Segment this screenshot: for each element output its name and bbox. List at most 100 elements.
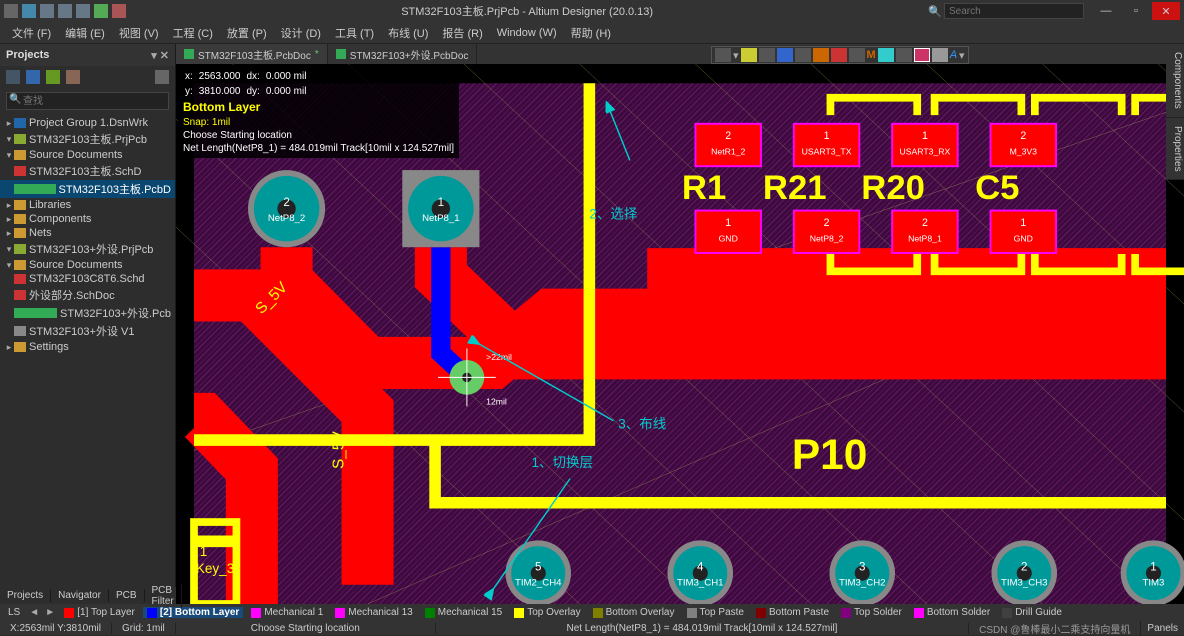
layer-tab[interactable]: Mechanical 13 <box>331 607 416 618</box>
layer-tab[interactable]: Bottom Overlay <box>589 607 679 618</box>
menu-item[interactable]: 设计 (D) <box>275 23 327 43</box>
active-bar[interactable]: ▾ M A ▾ <box>711 46 969 64</box>
project-tree[interactable]: ▸Project Group 1.DsnWrk▾STM32F103主板.PrjP… <box>0 114 175 604</box>
tree-node[interactable]: ▾Source Documents <box>0 258 175 272</box>
menu-item[interactable]: 视图 (V) <box>113 23 165 43</box>
menu-item[interactable]: Window (W) <box>491 25 563 41</box>
stop-icon[interactable] <box>112 4 126 18</box>
menu-item[interactable]: 编辑 (E) <box>59 23 111 43</box>
menu-item[interactable]: 工程 (C) <box>167 23 219 43</box>
tree-node[interactable]: ▾Source Documents <box>0 148 175 162</box>
gear-icon[interactable] <box>155 70 169 84</box>
filter-icon[interactable] <box>715 48 731 62</box>
ls-button[interactable]: LS <box>4 607 24 618</box>
play-icon[interactable] <box>94 4 108 18</box>
poly-icon[interactable] <box>932 48 948 62</box>
document-tab[interactable]: STM32F103主板.PcbDoc* <box>176 44 328 64</box>
bottom-tab[interactable]: Projects <box>0 589 51 602</box>
tree-node[interactable]: ▸Project Group 1.DsnWrk <box>0 116 175 130</box>
heads-up-display: x:2563.000dx:0.000 mil y:3810.000dy:0.00… <box>178 65 459 158</box>
move-icon[interactable] <box>777 48 793 62</box>
layer-tab[interactable]: Top Solder <box>837 607 906 618</box>
rect-icon[interactable] <box>914 48 930 62</box>
layer-prev[interactable]: ◄ <box>28 607 40 618</box>
panels-button[interactable]: Panels <box>1141 623 1184 634</box>
tree-node[interactable]: STM32F103C8T6.Schd <box>0 272 175 286</box>
bottom-tab[interactable]: Navigator <box>51 589 109 602</box>
svg-text:1、切换层: 1、切换层 <box>532 455 594 470</box>
home-icon[interactable] <box>6 70 20 84</box>
tree-node[interactable]: STM32F103主板.PcbD <box>0 180 175 198</box>
maximize-button[interactable]: ▫ <box>1122 2 1150 20</box>
rotate-icon[interactable] <box>813 48 829 62</box>
layer-tab[interactable]: Top Overlay <box>510 607 584 618</box>
menu-item[interactable]: 放置 (P) <box>221 23 273 43</box>
project-search-input[interactable] <box>6 92 169 110</box>
menu-item[interactable]: 报告 (R) <box>436 23 488 43</box>
layer-tab[interactable]: [2] Bottom Layer <box>143 607 243 618</box>
tree-node[interactable]: STM32F103主板.SchD <box>0 162 175 180</box>
menu-item[interactable]: 布线 (U) <box>382 23 434 43</box>
svg-text:2: 2 <box>283 197 289 209</box>
link-icon[interactable] <box>46 70 60 84</box>
compile-icon[interactable] <box>26 70 40 84</box>
tree-node[interactable]: ▾STM32F103+外设.PrjPcb <box>0 240 175 258</box>
svg-text:TIM3_CH2: TIM3_CH2 <box>839 578 886 589</box>
layer-tab[interactable]: Bottom Paste <box>752 607 833 618</box>
more-icon[interactable]: ▾ <box>959 49 965 62</box>
window-title: STM32F103主板.PrjPcb - Altium Designer (20… <box>126 3 928 19</box>
layer-tab[interactable]: Bottom Solder <box>910 607 994 618</box>
menu-item[interactable]: 文件 (F) <box>6 23 57 43</box>
tree-node[interactable]: 外设部分.SchDoc <box>0 286 175 304</box>
run-icon[interactable] <box>76 4 90 18</box>
tree-node[interactable]: ▸Nets <box>0 226 175 240</box>
delete-icon[interactable] <box>831 48 847 62</box>
svg-text:1: 1 <box>725 217 731 229</box>
layer-next[interactable]: ► <box>44 607 56 618</box>
svg-text:P10: P10 <box>792 431 867 478</box>
panel-menu-icon[interactable]: ▾ ✕ <box>151 49 169 62</box>
highlight-icon[interactable] <box>741 48 757 62</box>
projects-panel: Projects ▾ ✕ 🔍 ▸Project Group 1.DsnWrk▾S… <box>0 44 176 604</box>
tree-node[interactable]: ▸Settings <box>0 340 175 354</box>
tool-icon[interactable] <box>58 4 72 18</box>
menu-item[interactable]: 工具 (T) <box>329 23 380 43</box>
hud-choose: Choose Starting location <box>183 129 454 142</box>
side-tab[interactable]: Properties <box>1166 118 1184 181</box>
close-button[interactable]: ✕ <box>1152 2 1180 20</box>
layer-tab[interactable]: Top Paste <box>683 607 748 618</box>
menu-item[interactable]: 帮助 (H) <box>565 23 617 43</box>
tree-node[interactable]: ▾STM32F103主板.PrjPcb <box>0 130 175 148</box>
svg-text:S_5V: S_5V <box>330 431 347 469</box>
cut-icon[interactable] <box>759 48 775 62</box>
copy-icon[interactable] <box>795 48 811 62</box>
open-icon[interactable] <box>22 4 36 18</box>
text-icon[interactable]: A <box>950 49 957 61</box>
layer-tab[interactable]: [1] Top Layer <box>60 607 139 618</box>
tree-node[interactable]: ▸Libraries <box>0 198 175 212</box>
side-tab[interactable]: Components <box>1166 44 1184 118</box>
svg-text:2、选择: 2、选择 <box>589 206 638 221</box>
measure-icon[interactable]: M <box>867 49 876 61</box>
tree-node[interactable]: ▸Components <box>0 212 175 226</box>
search-input[interactable] <box>944 3 1084 19</box>
bottom-tab[interactable]: PCB Filter <box>145 584 182 608</box>
layer-tab[interactable]: Mechanical 15 <box>421 607 506 618</box>
layer-tab[interactable]: Mechanical 1 <box>247 607 327 618</box>
svg-text:R21: R21 <box>763 169 827 207</box>
save-icon[interactable] <box>40 4 54 18</box>
menubar: 文件 (F)编辑 (E)视图 (V)工程 (C)放置 (P)设计 (D)工具 (… <box>0 22 1184 44</box>
minimize-button[interactable]: — <box>1092 2 1120 20</box>
svg-text:1: 1 <box>1020 217 1026 229</box>
dim-icon[interactable] <box>896 48 912 62</box>
panel-title: Projects <box>6 49 49 61</box>
document-tab[interactable]: STM32F103+外设.PcbDoc <box>328 44 478 64</box>
svg-text:2: 2 <box>725 130 731 142</box>
grid-icon[interactable] <box>66 70 80 84</box>
tree-node[interactable]: STM32F103+外设 V1 <box>0 322 175 340</box>
tree-node[interactable]: STM32F103+外设.Pcb <box>0 304 175 322</box>
layer-tab[interactable]: Drill Guide <box>998 607 1066 618</box>
align-icon[interactable] <box>849 48 865 62</box>
bottom-tab[interactable]: PCB <box>109 589 145 602</box>
via-icon[interactable] <box>878 48 894 62</box>
